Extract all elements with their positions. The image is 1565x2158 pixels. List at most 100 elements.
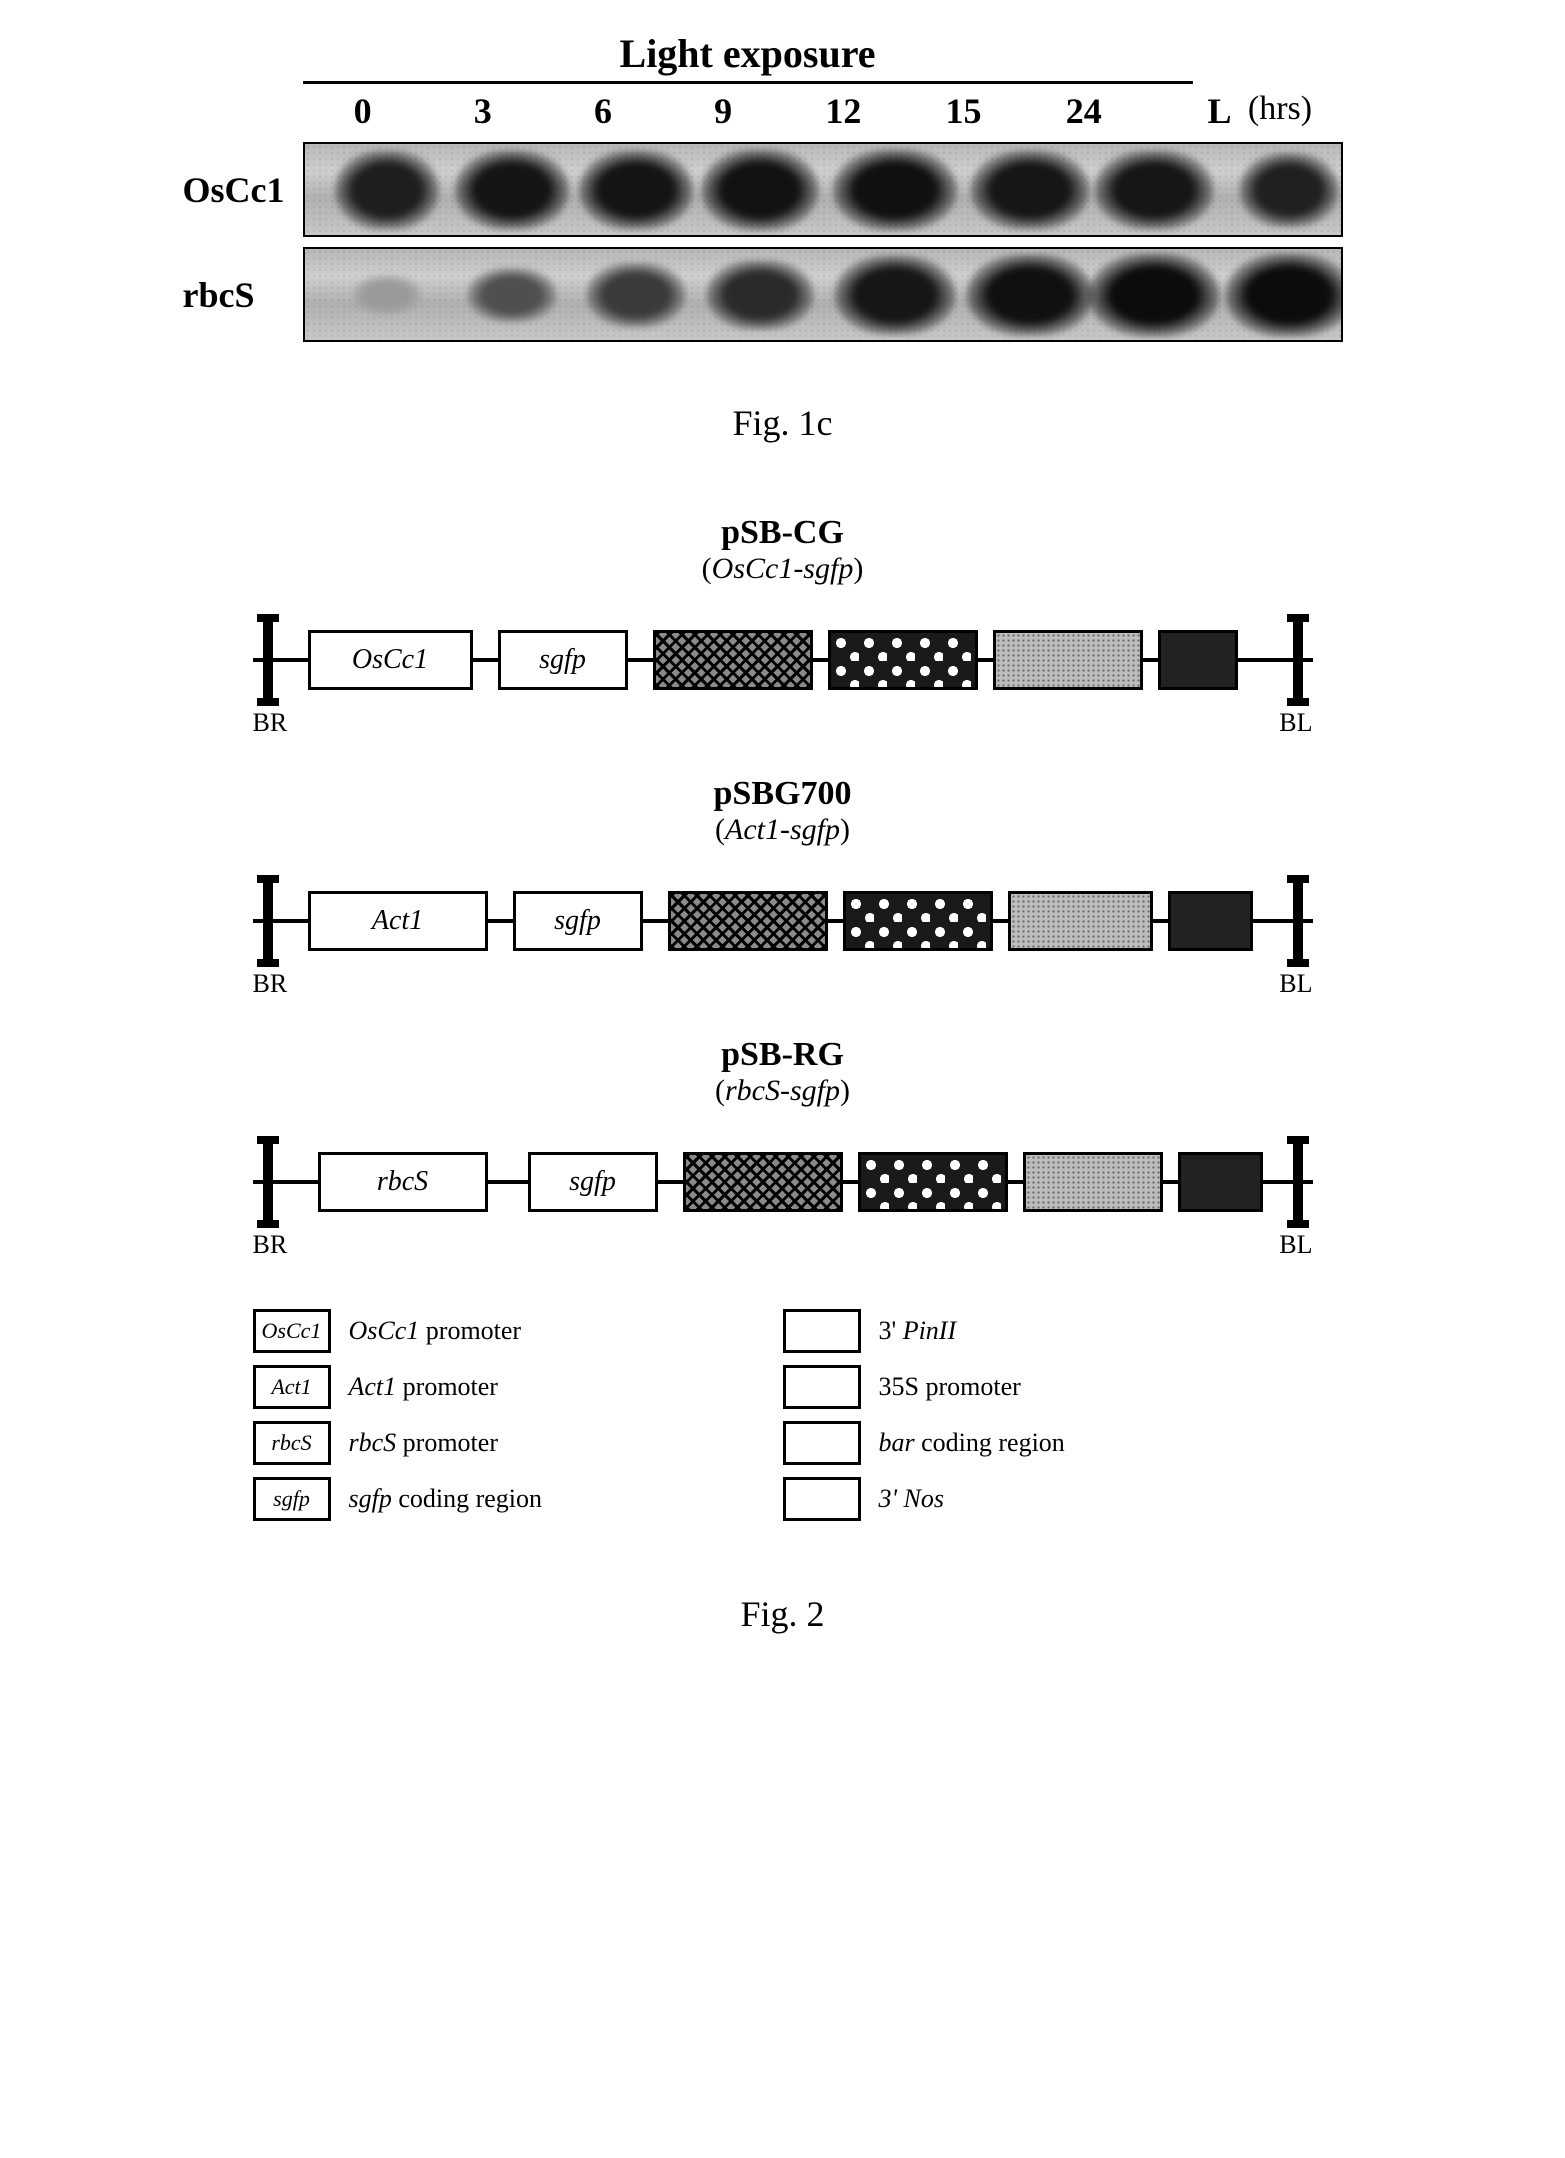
timepoint-label: 6: [543, 90, 663, 132]
border-left: [263, 1140, 273, 1224]
legend-label: bar coding region: [879, 1428, 1065, 1458]
construct: pSB-CGOsCc1-sgfpBRBLOsCc1sgfp: [253, 514, 1313, 720]
blot-band: [970, 150, 1090, 230]
timepoint-label: 15: [903, 90, 1023, 132]
legend-item: OsCc1 OsCc1 promoter: [253, 1309, 783, 1353]
legend-item: rbcSrbcS promoter: [253, 1421, 783, 1465]
cassette-pinII: [683, 1152, 843, 1212]
blot-band: [1088, 253, 1220, 337]
legend-swatch: [783, 1365, 861, 1409]
construct-subtitle: rbcS-sgfp: [253, 1074, 1313, 1108]
cassette-nos: [1158, 630, 1238, 690]
legend: OsCc1 OsCc1 promoter Act1 Act1 promoter rbcS…: [253, 1297, 1313, 1533]
promoter-label: rbcS: [321, 1155, 485, 1209]
border-right: [1293, 618, 1303, 702]
legend-item: bar coding region: [783, 1421, 1313, 1465]
cassette-nos: [1168, 891, 1253, 951]
border-left-label: BR: [253, 969, 288, 999]
legend-item: sgfp sgfp coding region: [253, 1477, 783, 1521]
blot-band: [833, 149, 958, 231]
construct-map: BRBLOsCc1sgfp: [253, 600, 1313, 720]
construct: pSBG700Act1-sgfpBRBLAct1sgfp: [253, 775, 1313, 981]
legend-swatch: sgfp: [253, 1477, 331, 1521]
figure-1c: Light exposure 0369121524L(hrs) OsCc1rbc…: [183, 30, 1383, 342]
blot-band: [454, 150, 569, 230]
legend-swatch: rbcS: [253, 1421, 331, 1465]
blot-band: [706, 260, 814, 330]
blot-band: [579, 150, 694, 230]
border-right: [1293, 1140, 1303, 1224]
light-exposure-rule: [303, 81, 1193, 84]
light-exposure-header: Light exposure: [303, 30, 1193, 77]
blot-band: [352, 275, 422, 315]
legend-item: Act1 Act1 promoter: [253, 1365, 783, 1409]
sgfp-label: sgfp: [531, 1155, 655, 1209]
blot-band: [586, 262, 686, 327]
border-left: [263, 618, 273, 702]
legend-label: Act1 promoter: [349, 1372, 498, 1402]
blot-row: rbcS: [183, 247, 1383, 342]
timepoint-label: 3: [423, 90, 543, 132]
promoter-box: Act1: [308, 891, 488, 951]
border-right-label: BL: [1279, 1230, 1312, 1260]
legend-label: 3' PinII: [879, 1316, 957, 1346]
legend-item: 35S promoter: [783, 1365, 1313, 1409]
blot-band: [701, 149, 819, 231]
blot-band: [966, 254, 1094, 336]
legend-item: 3' Nos: [783, 1477, 1313, 1521]
blot-band: [1094, 150, 1214, 230]
border-left-label: BR: [253, 708, 288, 738]
construct-map: BRBLrbcSsgfp: [253, 1122, 1313, 1242]
legend-swatch: OsCc1: [253, 1309, 331, 1353]
construct: pSB-RGrbcS-sgfpBRBLrbcSsgfp: [253, 1036, 1313, 1242]
timepoint-label: 9: [663, 90, 783, 132]
blot-band: [1225, 253, 1343, 337]
blot-row-label: OsCc1: [183, 169, 303, 211]
timepoint-label: 0: [303, 90, 423, 132]
figure-2: pSB-CGOsCc1-sgfpBRBLOsCc1sgfppSBG700Act1…: [183, 514, 1383, 1533]
legend-swatch: Act1: [253, 1365, 331, 1409]
promoter-box: OsCc1: [308, 630, 473, 690]
timepoint-L: L: [1191, 90, 1248, 132]
blot-band: [1239, 152, 1339, 227]
sgfp-box: sgfp: [528, 1152, 658, 1212]
blot-band: [467, 267, 557, 322]
blot-band: [834, 255, 956, 335]
cassette-35S: [843, 891, 993, 951]
cassette-bar: [993, 630, 1143, 690]
legend-label: 35S promoter: [879, 1372, 1021, 1402]
legend-swatch: [783, 1477, 861, 1521]
legend-swatch: [783, 1309, 861, 1353]
promoter-label: OsCc1: [311, 633, 470, 687]
sgfp-label: sgfp: [501, 633, 625, 687]
sgfp-label: sgfp: [516, 894, 640, 948]
blot-row-label: rbcS: [183, 274, 303, 316]
cassette-bar: [1008, 891, 1153, 951]
border-right-label: BL: [1279, 969, 1312, 999]
legend-label: 3' Nos: [879, 1484, 945, 1514]
timepoint-units: (hrs): [1248, 90, 1343, 132]
blot-band: [335, 150, 440, 230]
blot-lane-box: [303, 247, 1343, 342]
construct-subtitle: OsCc1-sgfp: [253, 552, 1313, 586]
timepoints-row: 0369121524L(hrs): [303, 90, 1343, 132]
blot-lane-box: [303, 142, 1343, 237]
timepoint-label: 24: [1024, 90, 1144, 132]
border-right: [1293, 879, 1303, 963]
cassette-nos: [1178, 1152, 1263, 1212]
cassette-35S: [858, 1152, 1008, 1212]
cassette-pinII: [653, 630, 813, 690]
promoter-box: rbcS: [318, 1152, 488, 1212]
blot-row: OsCc1: [183, 142, 1383, 237]
cassette-35S: [828, 630, 978, 690]
construct-subtitle: Act1-sgfp: [253, 813, 1313, 847]
cassette-pinII: [668, 891, 828, 951]
figure-2-caption: Fig. 2: [100, 1593, 1465, 1635]
construct-map: BRBLAct1sgfp: [253, 861, 1313, 981]
legend-label: OsCc1 promoter: [349, 1316, 522, 1346]
border-right-label: BL: [1279, 708, 1312, 738]
figure-1c-caption: Fig. 1c: [100, 402, 1465, 444]
legend-label: sgfp coding region: [349, 1484, 543, 1514]
construct-title: pSB-RG: [253, 1036, 1313, 1074]
border-left-label: BR: [253, 1230, 288, 1260]
